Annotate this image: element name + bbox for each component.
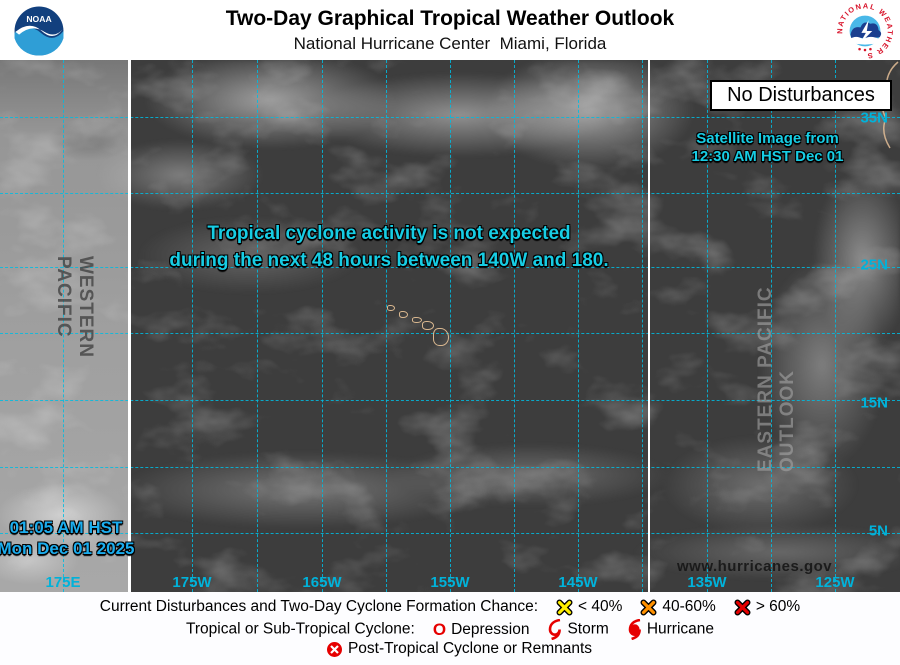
formation-chance-label: Current Disturbances and Two-Day Cyclone… (99, 598, 538, 616)
outlook-message: Tropical cyclone activity is not expecte… (133, 220, 645, 274)
cyclone-type-label: Tropical or Sub-Tropical Cyclone: (185, 620, 415, 638)
formation-chance-x-icon (734, 599, 751, 615)
chance-label: < 40% (578, 598, 623, 615)
grid-line-vertical (257, 60, 258, 592)
noaa-logo: NOAA (10, 2, 68, 60)
storm-icon (549, 618, 562, 641)
outlook-message-line2: during the next 48 hours between 140W an… (169, 250, 609, 271)
svg-text:NOAA: NOAA (26, 14, 51, 24)
grid-line-horizontal (0, 533, 900, 534)
island-outline (422, 321, 434, 330)
longitude-label: 145W (558, 574, 598, 591)
nws-logo: NATIONAL WEATHER SERVICE (834, 2, 893, 60)
outlook-message-line1: Tropical cyclone activity is not expecte… (207, 223, 571, 244)
chance-item: > 60% (734, 598, 800, 616)
header: NOAA Two-Day Graphical Tropical Weather … (0, 0, 900, 60)
website-watermark: www.hurricanes.gov (677, 558, 833, 575)
panel-divider-east (648, 60, 650, 592)
longitude-label: 135W (687, 574, 727, 591)
issuance-time-line1: 01:05 AM HST (9, 518, 123, 537)
issuance-time: 01:05 AM HST Mon Dec 01 2025 (0, 517, 138, 559)
satellite-caption-line2: 12:30 AM HST Dec 01 (691, 148, 844, 165)
panel-divider-west (128, 60, 131, 592)
chance-label: 40-60% (662, 598, 716, 615)
hurricane-icon (628, 618, 641, 641)
satellite-caption-line1: Satellite Image from (696, 130, 839, 147)
grid-line-horizontal (0, 267, 900, 268)
depression-icon: O (432, 619, 447, 639)
grid-line-vertical (835, 60, 836, 592)
latitude-label: 5N (868, 522, 888, 540)
cyclone-type-text: Depression (451, 620, 530, 638)
grid-line-horizontal (0, 117, 900, 118)
legend-line-formation-chance: Current Disturbances and Two-Day Cyclone… (0, 598, 900, 616)
page-title: Two-Day Graphical Tropical Weather Outlo… (225, 7, 675, 30)
grid-line-vertical (642, 60, 643, 592)
latitude-label: 25N (860, 256, 888, 274)
no-disturbances-banner: No Disturbances (710, 80, 892, 111)
grid-line-vertical (63, 60, 64, 592)
grid-line-vertical (514, 60, 515, 592)
cyclone-type-item: O Depression (433, 620, 530, 640)
formation-chance-x-icon (640, 599, 657, 615)
latitude-label: 15N (860, 394, 888, 412)
cyclone-type-text: Hurricane (646, 620, 715, 638)
grid-line-vertical (386, 60, 387, 592)
longitude-label: 175W (172, 574, 212, 591)
legend-line-cyclone-types: Tropical or Sub-Tropical Cyclone: O Depres… (0, 618, 900, 641)
cyclone-type-item: Storm (547, 618, 609, 641)
issuance-time-line2: Mon Dec 01 2025 (0, 539, 135, 558)
post-tropical-icon (326, 641, 342, 657)
legend: Current Disturbances and Two-Day Cyclone… (0, 592, 900, 665)
grid-line-horizontal (0, 333, 900, 334)
island-outline (433, 328, 449, 346)
longitude-label: 165W (302, 574, 342, 591)
grid-line-vertical (771, 60, 772, 592)
grid-line-vertical (578, 60, 579, 592)
chance-item: < 40% (556, 598, 622, 616)
cyclone-type-text: Storm (567, 620, 609, 638)
western-pacific-label: WESTERN PACIFIC (53, 256, 96, 358)
grid-line-horizontal (0, 400, 900, 401)
longitude-label: 155W (430, 574, 470, 591)
latitude-label: 35N (860, 109, 888, 127)
satellite-caption: Satellite Image from 12:30 AM HST Dec 01 (650, 130, 885, 166)
post-tropical-label: Post-Tropical Cyclone or Remnants (347, 640, 593, 657)
chance-item: 40-60% (640, 598, 716, 616)
grid-line-vertical (707, 60, 708, 592)
longitude-label: 175E (45, 574, 81, 591)
island-outline (412, 317, 422, 323)
grid-line-horizontal (0, 467, 900, 468)
longitude-label: 125W (815, 574, 855, 591)
grid-line-vertical (450, 60, 451, 592)
chance-label: > 60% (755, 598, 801, 615)
grid-line-vertical (192, 60, 193, 592)
formation-chance-x-icon (556, 599, 573, 615)
cyclone-type-item: Hurricane (627, 618, 715, 641)
island-outline (399, 311, 408, 318)
island-outline (387, 305, 395, 311)
eastern-pacific-outlook-label: EASTERN PACIFIC OUTLOOK (755, 286, 798, 472)
page-subtitle: National Hurricane Center Miami, Florida (293, 34, 607, 53)
legend-line-post-tropical: Post-Tropical Cyclone or Remnants (0, 640, 900, 658)
post-tropical-item: Post-Tropical Cyclone or Remnants (326, 640, 592, 658)
grid-line-horizontal (0, 193, 900, 194)
grid-line-vertical (322, 60, 323, 592)
satellite-map: No Disturbances Satellite Image from 12:… (0, 60, 900, 592)
